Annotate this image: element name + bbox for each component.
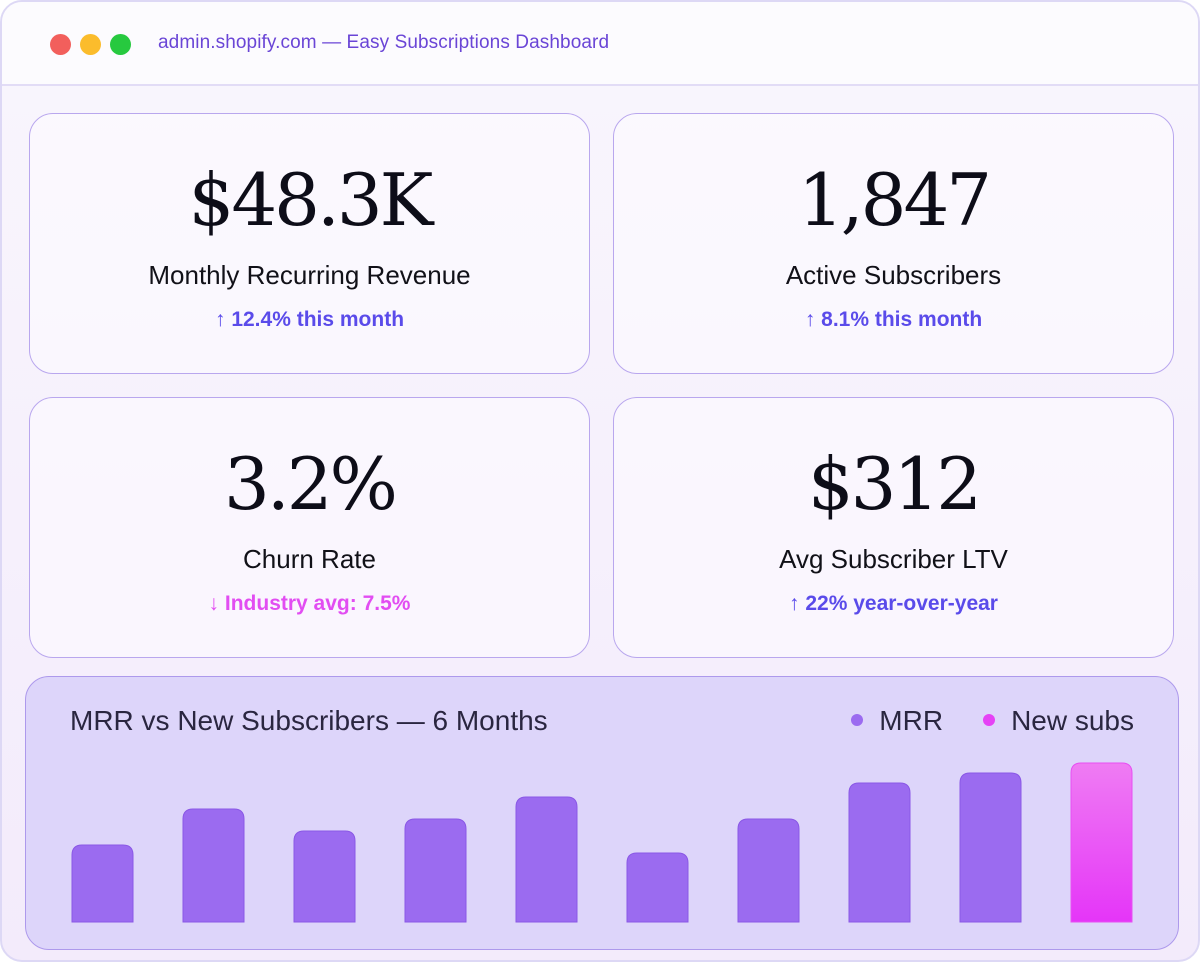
bar-mrr-2 xyxy=(182,808,245,923)
minimize-window-button[interactable] xyxy=(80,34,101,55)
metric-card-mrr: $48.3K Monthly Recurring Revenue ↑ 12.4%… xyxy=(29,113,590,374)
legend-label-mrr: MRR xyxy=(879,705,944,736)
metric-label: Monthly Recurring Revenue xyxy=(148,260,471,290)
legend-label-new-subs: New subs xyxy=(1011,705,1134,736)
metric-trend: ↓ Industry avg: 7.5% xyxy=(208,592,411,615)
metric-value: 3.2% xyxy=(224,442,398,526)
metric-card-active-subscribers: 1,847 Active Subscribers ↑ 8.1% this mon… xyxy=(613,113,1174,374)
legend-item-new-subs: New subs xyxy=(983,705,1134,737)
chart-legend: MRR New subs xyxy=(811,705,1134,737)
close-window-button[interactable] xyxy=(50,34,71,55)
metric-label: Active Subscribers xyxy=(785,260,1002,290)
metric-label: Avg Subscriber LTV xyxy=(779,544,1008,574)
bar-mrr-1 xyxy=(71,844,134,923)
bar-mrr-7 xyxy=(737,818,800,923)
chart-title: MRR vs New Subscribers — 6 Months xyxy=(70,705,548,736)
bar-mrr-3 xyxy=(293,830,356,923)
bar-mrr-4 xyxy=(404,818,467,923)
bar-new-subs-10 xyxy=(1070,762,1133,923)
bar-mrr-8 xyxy=(848,782,911,923)
metric-trend: ↑ 22% year-over-year xyxy=(789,592,998,615)
metric-card-churn-rate: 3.2% Churn Rate ↓ Industry avg: 7.5% xyxy=(29,397,590,658)
metric-trend: ↑ 12.4% this month xyxy=(214,308,405,331)
window-url-title: admin.shopify.com — Easy Subscriptions D… xyxy=(158,32,610,53)
title-bar: admin.shopify.com — Easy Subscriptions D… xyxy=(2,2,1198,86)
bar-mrr-5 xyxy=(515,796,578,923)
bar-mrr-9 xyxy=(959,772,1022,923)
metric-value: 1,847 xyxy=(797,158,992,242)
legend-dot-mrr xyxy=(851,714,864,726)
metric-card-avg-ltv: $312 Avg Subscriber LTV ↑ 22% year-over-… xyxy=(613,397,1174,658)
maximize-window-button[interactable] xyxy=(110,34,131,55)
metric-label: Churn Rate xyxy=(243,544,376,574)
bar-mrr-6 xyxy=(626,852,689,923)
metric-value: $312 xyxy=(807,442,982,526)
metric-value: $48.3K xyxy=(188,158,434,242)
metric-trend: ↑ 8.1% this month xyxy=(804,308,983,331)
bar-chart xyxy=(71,762,1133,923)
chart-panel: MRR vs New Subscribers — 6 Months MRR New… xyxy=(25,676,1179,950)
legend-dot-new-subs xyxy=(983,714,996,726)
legend-item-mrr: MRR xyxy=(851,705,943,737)
